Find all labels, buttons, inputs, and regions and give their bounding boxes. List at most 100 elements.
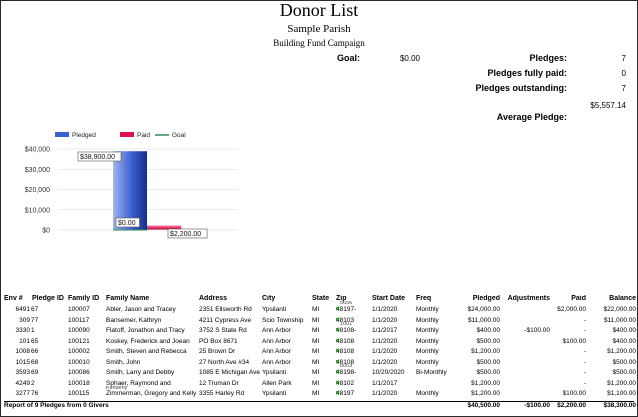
table-cell-zip: 48108-: [336, 327, 357, 334]
column-header: Balance: [609, 295, 636, 302]
column-header: Pledged: [472, 295, 500, 302]
report-footer-text: Report of 9 Pledges from 0 Givers: [4, 401, 109, 409]
table-cell-address: PO Box 8671: [199, 337, 238, 345]
table-cell-family-name: Zimmerman, Gregory and Kelly: [106, 390, 197, 397]
column-header: Address: [199, 295, 228, 302]
data-label-pledged: $38,900.00: [80, 154, 115, 161]
table-cell-start-date: 1/1/2020: [372, 358, 398, 366]
table-cell-pledged: $11,000.00: [467, 316, 500, 324]
table-cell-pledge-id: 1: [31, 327, 35, 334]
outstanding-label: Pledges outstanding:: [475, 83, 567, 93]
table-cell-city: Ypsilanti: [262, 306, 287, 313]
y-tick-label: $0: [42, 228, 50, 235]
column-header: Paid: [571, 295, 586, 302]
table-cell-pledge-id: 76: [31, 390, 39, 397]
table-cell-balance: $400.00: [612, 337, 637, 345]
table-cell-family-id: 100007: [68, 306, 90, 313]
zip-flag-marker: [336, 328, 340, 332]
pledge-chart: Pledged Paid Goal $40,000 $30,000 $20,000 $10…: [25, 132, 238, 239]
table-cell-env: 3277: [15, 390, 30, 397]
table-cell-env: 1008: [15, 348, 30, 355]
total-paid: $2,200.00: [557, 401, 586, 409]
table-cell-balance: $1,100.00: [607, 390, 636, 397]
table-cell-pledged: $1,200.00: [471, 390, 500, 397]
table-cell-paid: $100.00: [562, 337, 587, 345]
zip-flag-marker: [336, 338, 340, 343]
total-adjustments: -$100.00: [524, 401, 550, 409]
bar-pledged: [113, 151, 147, 230]
table-cell-env: 309: [19, 316, 30, 324]
table-cell-family-id: 100010: [68, 358, 90, 366]
table-cell-env: 6491: [15, 306, 30, 313]
table-cell-pledge-id: 68: [31, 358, 39, 366]
table-cell-start-date: 1/1/2020: [372, 337, 398, 345]
average-label: Average Pledge:: [496, 112, 567, 122]
table-cell-city: Ann Arbor: [262, 337, 291, 345]
table-cell-family-id: 100117: [68, 316, 90, 324]
table-cell-env: 3593: [15, 369, 30, 376]
table-cell-zip: 48197: [336, 390, 355, 397]
table-cell-address: 3355 Harley Rd: [199, 390, 245, 397]
table-cell-freq: Monthly: [416, 358, 439, 366]
table-cell-family-name: Sphaer, Raymond and: [106, 379, 171, 387]
table-cell-balance: $500.00: [612, 369, 637, 376]
table-cell-adjustments: -$100.00: [524, 327, 550, 334]
table-cell-freq: Monthly: [416, 316, 439, 324]
table-cell-state: MI: [312, 306, 320, 313]
table-cell-pledged: $24,000.00: [467, 306, 500, 313]
zip-flag-marker: [336, 317, 340, 322]
column-header: Pledge ID: [32, 295, 64, 302]
report-title: Donor List: [279, 0, 359, 20]
table-cell-state: MI: [312, 348, 320, 355]
table-cell-family-id: 100121: [68, 337, 90, 345]
table-cell-pledged: $1,200.00: [471, 348, 500, 355]
table-cell-freq: Monthly: [416, 348, 439, 355]
table-cell-address: 27 North Ave #34: [199, 358, 250, 366]
table-cell-freq: Bi-Monthly: [416, 369, 447, 376]
table-cell-state: MI: [312, 390, 320, 397]
table-cell-pledge-id: 69: [31, 369, 39, 376]
table-cell-freq: Monthly: [416, 306, 439, 313]
column-header: State: [312, 295, 330, 302]
column-header: Freq: [416, 295, 432, 302]
name-overflow-text: Kimberly: [106, 385, 128, 391]
zip-overflow-text: 5656: [340, 301, 353, 306]
table-cell-address: 2351 Ellsworth Rd: [199, 306, 252, 313]
table-cell-address: 3752 S State Rd: [199, 327, 247, 334]
table-cell-address: 25 Brown Dr: [199, 348, 236, 355]
table-cell-start-date: 1/1/2017: [372, 327, 398, 334]
outstanding-value: 7: [621, 84, 626, 93]
table-cell-state: MI: [312, 337, 320, 345]
y-axis: $40,000 $30,000 $20,000 $10,000 $0: [25, 147, 50, 235]
table-cell-family-name: Smith, Steven and Rebecca: [106, 348, 187, 355]
chart-legend: Pledged Paid Goal: [55, 132, 186, 139]
table-cell-city: Ypsilanti: [262, 369, 287, 376]
table-cell-balance: $500.00: [612, 358, 637, 366]
table-cell-city: Ypsilanti: [262, 390, 287, 397]
goal-label: Goal:: [336, 53, 360, 63]
fully-paid-value: 0: [621, 69, 626, 78]
table-cell-family-name: Bansemer, Kathryn: [106, 316, 162, 324]
average-value: $5,557.14: [590, 101, 626, 110]
table-cell-paid: -: [583, 348, 586, 355]
table-cell-start-date: 1/1/2020: [372, 316, 398, 324]
table-cell-family-id: 100115: [68, 390, 90, 397]
legend-swatch-pledged: [55, 132, 69, 137]
table-cell-state: MI: [312, 327, 320, 334]
table-cell-pledge-id: 66: [31, 348, 39, 355]
fully-paid-label: Pledges fully paid:: [487, 68, 567, 78]
table-cell-family-id: 100086: [68, 369, 90, 376]
table-cell-address: 1085 E Michigan Ave: [199, 369, 260, 376]
campaign-name: Building Fund Campaign: [273, 38, 365, 48]
table-cell-state: MI: [312, 379, 320, 387]
column-header: Family Name: [106, 295, 150, 302]
column-header: Adjustments: [507, 295, 550, 302]
table-cell-family-id: 100018: [68, 379, 90, 387]
table-cell-zip: 48198-: [336, 369, 357, 376]
table-cell-family-name: Koskey, Frederick and Joean: [106, 337, 190, 345]
zip-flag-marker: [336, 349, 340, 353]
table-cell-paid: -: [583, 316, 586, 324]
parish-name: Sample Parish: [287, 23, 351, 35]
table-cell-start-date: 1/1/2020: [372, 306, 398, 313]
table-cell-freq: Monthly: [416, 327, 439, 334]
